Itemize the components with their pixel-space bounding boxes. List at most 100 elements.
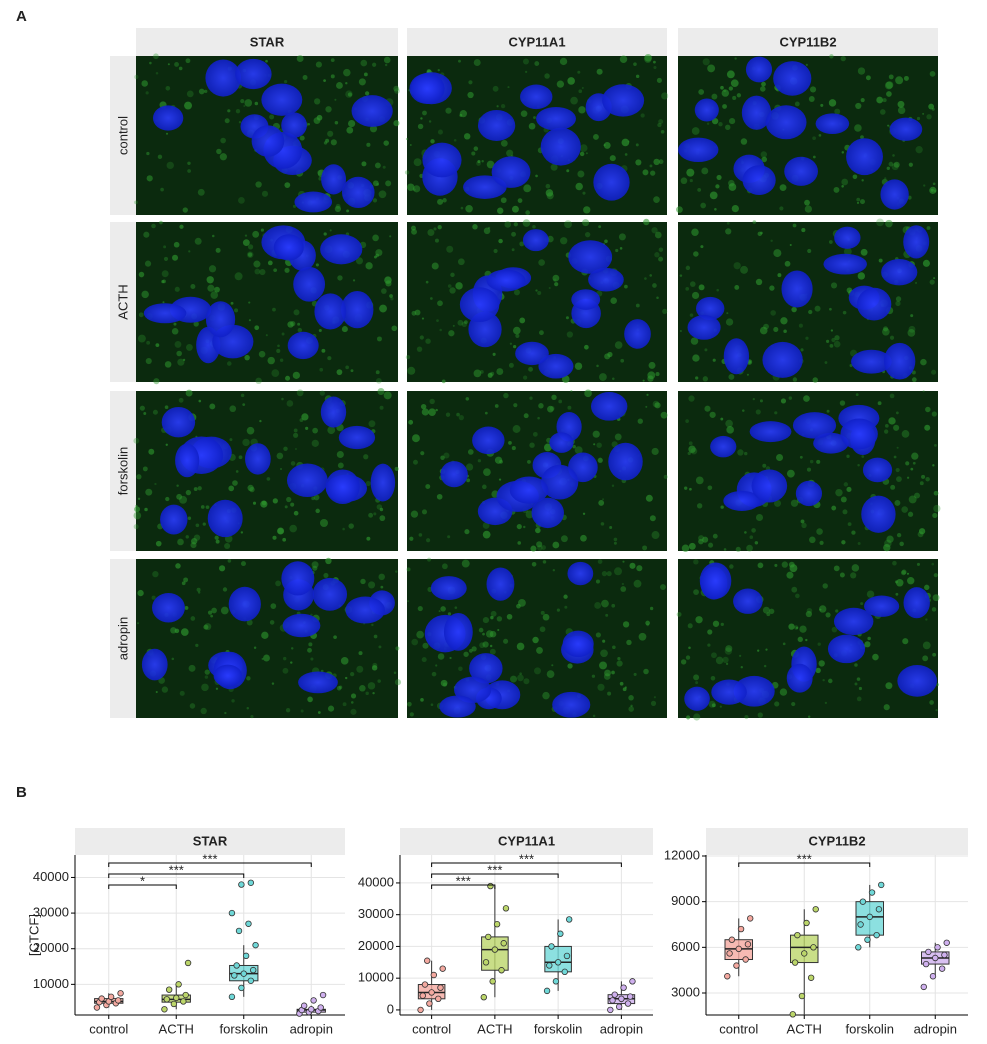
signal-speck — [850, 572, 857, 579]
signal-speck — [151, 223, 156, 229]
data-point — [182, 991, 189, 999]
signal-speck — [165, 85, 171, 91]
nucleus — [742, 165, 776, 196]
signal-speck — [421, 509, 428, 515]
signal-speck — [791, 306, 797, 313]
signal-speck — [317, 169, 323, 176]
signal-speck — [204, 669, 210, 675]
signal-speck — [579, 151, 585, 157]
nucleus — [486, 269, 526, 292]
signal-speck — [903, 75, 909, 81]
signal-speck — [137, 589, 144, 597]
signal-speck — [471, 151, 476, 156]
data-point — [618, 995, 625, 1003]
signal-speck — [347, 92, 353, 97]
signal-speck — [712, 533, 718, 539]
signal-speck — [479, 642, 485, 649]
signal-speck — [290, 661, 293, 664]
signal-speck — [916, 116, 921, 121]
nucleus — [205, 301, 236, 338]
signal-speck — [137, 497, 141, 500]
signal-speck — [454, 606, 458, 609]
signal-speck — [330, 139, 337, 146]
signal-speck — [452, 324, 455, 327]
signal-speck — [503, 392, 509, 399]
signal-speck — [924, 584, 930, 591]
signal-speck — [151, 595, 156, 600]
signal-speck — [770, 310, 776, 316]
signal-speck — [931, 411, 937, 417]
nucleus — [320, 396, 347, 428]
signal-speck — [327, 130, 334, 137]
signal-speck — [752, 397, 755, 401]
signal-speck — [206, 276, 214, 284]
signal-speck — [539, 330, 544, 336]
signal-speck — [751, 528, 756, 533]
signal-speck — [841, 185, 844, 188]
data-point — [859, 898, 867, 905]
signal-speck — [247, 252, 253, 257]
signal-speck — [825, 612, 831, 618]
signal-speck — [633, 672, 637, 676]
nucleus — [298, 671, 338, 694]
signal-speck — [176, 484, 179, 487]
signal-speck — [795, 626, 799, 630]
signal-speck — [145, 91, 149, 95]
signal-speck — [740, 666, 743, 669]
signal-speck — [711, 703, 716, 708]
signal-speck — [210, 614, 214, 618]
x-tick-label: adropin — [290, 1021, 333, 1036]
data-point — [735, 945, 742, 953]
signal-speck — [486, 160, 495, 169]
signal-speck — [645, 620, 650, 626]
significance-bracket — [431, 884, 496, 889]
data-point — [485, 933, 492, 941]
signal-speck — [417, 606, 423, 612]
signal-speck — [897, 100, 905, 108]
signal-speck — [726, 426, 734, 434]
signal-speck — [177, 358, 185, 366]
signal-speck — [372, 180, 379, 187]
nucleus — [293, 266, 326, 302]
signal-speck — [824, 361, 828, 364]
signal-speck — [482, 641, 489, 648]
signal-speck — [297, 327, 303, 333]
signal-speck — [431, 262, 439, 270]
signal-speck — [149, 61, 152, 65]
signal-speck — [552, 541, 560, 549]
signal-speck — [822, 583, 828, 589]
signal-speck — [428, 120, 432, 123]
nucleus — [245, 443, 271, 475]
signal-speck — [835, 609, 839, 613]
signal-speck — [507, 86, 510, 89]
data-point — [428, 989, 435, 996]
signal-speck — [933, 277, 936, 280]
signal-speck — [365, 691, 369, 696]
signal-speck — [368, 420, 376, 428]
signal-speck — [465, 397, 470, 401]
signal-speck — [888, 74, 894, 80]
signal-speck — [544, 73, 550, 79]
signal-speck — [337, 275, 343, 281]
signal-speck — [841, 540, 846, 545]
data-point — [163, 996, 170, 1003]
signal-speck — [830, 329, 834, 332]
signal-speck — [933, 573, 938, 578]
signal-speck — [774, 411, 778, 415]
signal-speck — [689, 487, 692, 491]
signal-speck — [858, 686, 863, 691]
signal-speck — [312, 565, 318, 571]
data-point — [252, 941, 259, 949]
signal-speck — [376, 378, 382, 384]
signal-speck — [620, 358, 625, 363]
signal-speck — [922, 112, 925, 115]
nucleus — [325, 469, 360, 505]
nucleus — [792, 412, 837, 439]
signal-speck — [195, 643, 199, 648]
signal-speck — [173, 322, 177, 326]
signal-speck — [542, 560, 547, 564]
signal-speck — [447, 535, 451, 539]
signal-speck — [676, 611, 682, 617]
column-header: CYP11A1 — [508, 34, 565, 49]
signal-speck — [390, 297, 394, 301]
